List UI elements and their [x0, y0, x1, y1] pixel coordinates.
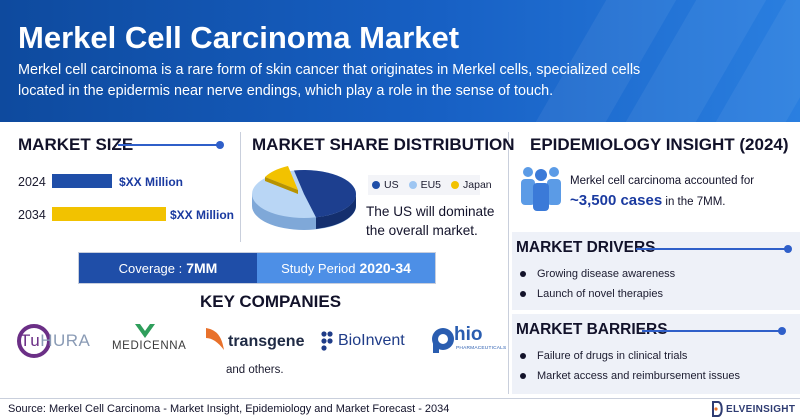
divider — [240, 132, 241, 242]
phio-logo: hio PHARMACEUTICALS — [430, 324, 506, 358]
pie-legend: US EU5 Japan — [368, 175, 492, 195]
market-share-title: MARKET SHARE DISTRIBUTION — [252, 135, 515, 154]
year-label-2034: 2034 — [18, 208, 46, 222]
study-period-cell: Study Period 2020-34 — [257, 253, 435, 283]
source-text: Source: Merkel Cell Carcinoma - Market I… — [8, 403, 450, 415]
market-size-title: MARKET SIZE — [18, 135, 134, 154]
divider — [508, 132, 509, 394]
delveinsight-logo: ELVEINSIGHT — [712, 401, 795, 417]
legend-japan: Japan — [451, 179, 492, 191]
brand-mark-icon — [712, 401, 723, 417]
legend-dot-eu5 — [408, 181, 417, 189]
title-underline — [636, 248, 786, 250]
epidemiology-title: EPIDEMIOLOGY INSIGHT (2024) — [530, 135, 789, 154]
people-group-icon — [521, 167, 561, 211]
market-bar-2024 — [52, 174, 112, 188]
legend-us: US — [372, 179, 399, 191]
title-underline — [642, 330, 780, 332]
legend-dot-japan — [451, 181, 460, 189]
title-dot — [778, 327, 786, 335]
title-dot — [216, 141, 224, 149]
market-drivers-title: MARKET DRIVERS — [516, 239, 656, 256]
key-companies-title: KEY COMPANIES — [200, 292, 342, 311]
bioinvent-logo: BioInvent — [320, 326, 426, 356]
transgene-logo: transgene — [204, 324, 314, 358]
page-title: Merkel Cell Carcinoma Market — [18, 20, 460, 55]
title-underline — [118, 144, 218, 146]
medicenna-logo: MEDICENNA — [112, 320, 194, 358]
driver-item: Growing disease awareness — [520, 268, 675, 280]
market-value-2034: $XX Million — [170, 208, 235, 222]
barrier-item: Failure of drugs in clinical trials — [520, 350, 687, 362]
tuhura-logo: TuHURA — [16, 324, 98, 358]
legend-dot-us — [372, 181, 380, 189]
legend-eu5: EU5 — [408, 179, 441, 191]
epidemiology-text: Merkel cell carcinoma accounted for ~3,5… — [570, 175, 755, 209]
coverage-strip: Coverage :7MM Study Period 2020-34 — [78, 252, 436, 284]
footer: Source: Merkel Cell Carcinoma - Market I… — [0, 398, 800, 420]
market-barriers-title: MARKET BARRIERS — [516, 321, 668, 338]
market-value-2024: $XX Million — [119, 175, 184, 189]
case-count: ~3,500 cases — [570, 192, 663, 209]
driver-item: Launch of novel therapies — [520, 288, 663, 300]
year-label-2024: 2024 — [18, 175, 46, 189]
others-text: and others. — [226, 364, 284, 376]
market-bar-2034 — [52, 207, 166, 221]
market-share-pie-chart — [252, 166, 357, 230]
page-description: Merkel cell carcinoma is a rare form of … — [18, 62, 641, 99]
coverage-cell: Coverage :7MM — [79, 253, 257, 283]
barrier-item: Market access and reimbursement issues — [520, 370, 740, 382]
title-dot — [784, 245, 792, 253]
market-share-text: The US will dominate the overall market. — [366, 204, 495, 238]
header-banner: Merkel Cell Carcinoma Market Merkel cell… — [0, 0, 800, 122]
